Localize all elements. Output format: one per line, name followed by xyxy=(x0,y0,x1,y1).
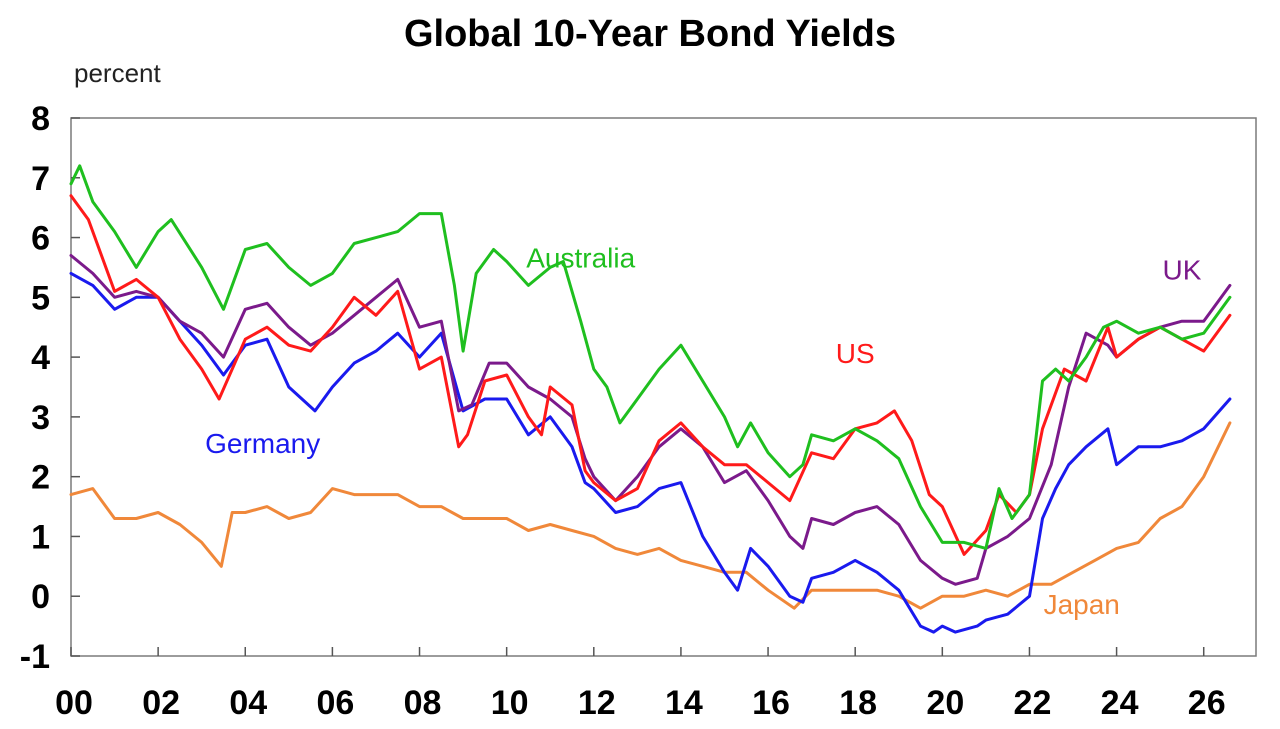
y-tick-label: 7 xyxy=(31,160,50,198)
x-axis: 00 02 04 06 08 10 12 14 16 18 20 22 24 26 xyxy=(55,647,1226,722)
series-line-uk xyxy=(69,254,1232,586)
series-line-germany xyxy=(69,271,1232,634)
x-tick-label: 02 xyxy=(142,684,180,722)
y-tick-label: 0 xyxy=(31,578,50,616)
series-label-germany: Germany xyxy=(205,428,320,459)
y-tick-label: 2 xyxy=(31,459,50,497)
y-axis: 8 7 6 5 4 3 2 1 0 -1 xyxy=(20,100,80,676)
series-label-us: US xyxy=(836,338,875,369)
x-tick-label: 06 xyxy=(316,684,354,722)
x-tick-label: 24 xyxy=(1101,684,1139,722)
y-axis-unit-label: percent xyxy=(74,58,161,88)
series-labels: Australia US UK Germany Japan xyxy=(205,242,1202,620)
plot-area-frame xyxy=(70,117,1257,657)
x-tick-label: 26 xyxy=(1188,684,1226,722)
x-tick-label: 10 xyxy=(491,684,529,722)
x-tick-label: 12 xyxy=(578,684,616,722)
x-tick-label: 20 xyxy=(926,684,964,722)
series-label-uk: UK xyxy=(1162,254,1201,285)
x-tick-label: 04 xyxy=(229,684,267,722)
y-tick-label: 3 xyxy=(31,399,50,437)
y-tick-label: 6 xyxy=(31,220,50,258)
series-label-japan: Japan xyxy=(1044,589,1120,620)
chart-title: Global 10-Year Bond Yields xyxy=(404,13,896,55)
x-tick-label: 00 xyxy=(55,684,93,722)
series-line-australia xyxy=(69,164,1232,550)
x-tick-label: 14 xyxy=(665,684,703,722)
y-tick-label: 8 xyxy=(31,100,50,138)
series-line-japan xyxy=(69,421,1232,610)
series-lines xyxy=(69,164,1232,634)
y-tick-label: 5 xyxy=(31,279,50,317)
series-label-australia: Australia xyxy=(526,242,635,273)
y-tick-label: -1 xyxy=(20,638,50,676)
y-tick-label: 4 xyxy=(31,339,50,377)
x-tick-label: 18 xyxy=(839,684,877,722)
x-tick-label: 08 xyxy=(404,684,442,722)
y-tick-label: 1 xyxy=(31,518,50,556)
x-tick-label: 16 xyxy=(752,684,790,722)
x-tick-label: 22 xyxy=(1014,684,1052,722)
